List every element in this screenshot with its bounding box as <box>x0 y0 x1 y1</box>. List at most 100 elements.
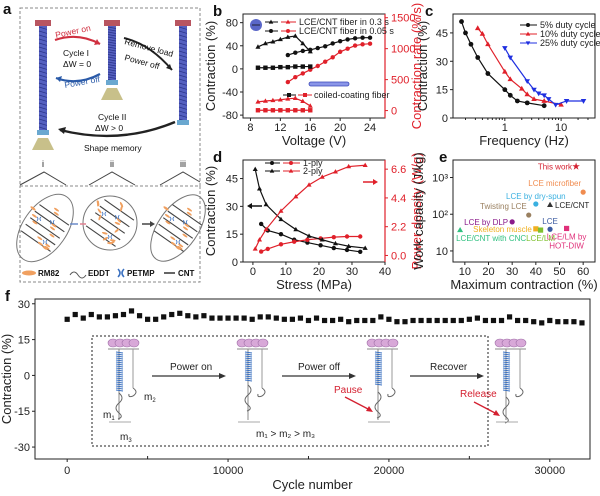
series-line <box>504 47 584 106</box>
cycle-ii-label: Cycle II <box>98 112 126 122</box>
data-point <box>331 245 337 251</box>
data-point <box>474 315 480 321</box>
data-point <box>323 44 328 49</box>
x-tick-label: 30 <box>346 266 358 278</box>
petmp-icon <box>182 219 188 225</box>
data-point <box>579 320 585 326</box>
cnt-icon <box>25 223 56 246</box>
data-point <box>362 162 368 167</box>
data-point <box>358 249 363 254</box>
coiled-fiber-icon <box>308 81 350 87</box>
point-label-line: LCE/LM by <box>547 232 587 241</box>
chart-b: 8 12 16 20 24 -80 -40 0 40 80 Voltage (V) Contracti… <box>203 3 424 148</box>
data-point <box>345 46 350 51</box>
panel-label: f <box>5 288 11 305</box>
data-point <box>128 308 135 314</box>
m3-label: m3 <box>120 432 132 444</box>
chart-c: 1 10 0 15 30 45 Frequency (Hz) Contraction (%)c… <box>415 3 600 148</box>
y-axis-label: Contraction (%) <box>203 21 218 111</box>
data-point <box>533 201 539 207</box>
data-point <box>547 317 553 324</box>
petmp-icon <box>49 219 55 225</box>
data-point <box>545 97 552 102</box>
data-point <box>112 313 119 319</box>
fiber-iii-illustration <box>175 20 191 125</box>
cnt-icon <box>162 217 194 239</box>
domain-ellipse-icon <box>16 193 74 263</box>
series-line <box>287 43 371 83</box>
rm82-icon <box>45 243 51 248</box>
data-point <box>270 108 276 113</box>
x-tick-label: 0 <box>250 266 256 278</box>
y-tick-label: 15 <box>18 335 30 347</box>
cnt-icon <box>34 210 65 233</box>
data-point <box>344 234 350 239</box>
cycle-i-label: Cycle I <box>63 48 89 58</box>
data-point <box>289 316 295 322</box>
data-point <box>346 319 352 325</box>
legend-petmp: PETMP <box>127 269 155 278</box>
x-tick-label: 40 <box>379 266 391 278</box>
data-point <box>345 37 350 42</box>
m3-subscript: 3 <box>128 438 132 444</box>
data-point <box>533 226 539 232</box>
rm82-icon <box>49 226 56 231</box>
rm82-icon <box>164 214 171 218</box>
cnt-icon <box>29 217 61 239</box>
clamp-top-icon <box>35 20 51 26</box>
data-point <box>539 320 545 326</box>
hook-m1-icon <box>115 392 123 420</box>
data-point <box>463 30 468 36</box>
coil-spring-icon <box>502 351 511 392</box>
clamp-bottom-icon <box>37 130 49 135</box>
rm82-icon <box>96 200 100 206</box>
data-point <box>145 316 151 322</box>
m1-label: m1 <box>103 410 115 422</box>
rig-illustration-recover <box>494 338 527 424</box>
data-point <box>263 201 269 207</box>
data-point <box>330 55 335 60</box>
data-point <box>360 42 365 47</box>
point-label: LCE/CNT with CNC <box>456 234 526 243</box>
data-point <box>360 35 365 40</box>
data-point <box>337 38 343 44</box>
x-tick-label: 10 <box>459 266 471 278</box>
data-point <box>386 316 392 322</box>
series-line <box>254 164 366 250</box>
rm82-icon <box>98 214 102 221</box>
data-point <box>552 102 559 108</box>
data-point <box>120 311 127 318</box>
data-point <box>88 311 94 318</box>
cnt-icon <box>104 199 135 221</box>
arrowhead-icon <box>477 373 484 379</box>
coil-pattern-icon <box>38 26 48 130</box>
data-point <box>265 246 270 252</box>
data-point <box>278 208 284 213</box>
point-label: LCE/LM by HOT-DIW <box>547 232 587 250</box>
shape-memory-label: Shape memory <box>84 143 142 153</box>
point-label: LCE by DLP <box>464 218 508 227</box>
data-point <box>285 108 291 113</box>
data-point <box>344 247 350 253</box>
data-point <box>201 313 207 319</box>
m3-label-text: m <box>120 432 128 443</box>
molecular-network-icon <box>153 204 203 252</box>
rm82-icon <box>170 236 176 241</box>
arrowhead-icon <box>373 179 378 185</box>
arrowhead-icon <box>56 76 62 82</box>
data-point <box>291 239 297 244</box>
petmp-icon <box>175 239 181 245</box>
pause-label: Pause <box>334 385 363 396</box>
legend-label: coiled-coating fiber <box>314 90 390 100</box>
domain-ellipse-icon <box>150 194 206 262</box>
data-point <box>358 234 363 239</box>
data-point <box>580 189 586 195</box>
cnt-icon <box>172 204 203 226</box>
petmp-icon <box>101 211 107 217</box>
data-point <box>541 98 547 103</box>
molecular-network-icon <box>85 199 135 247</box>
arrowhead-icon <box>366 406 373 412</box>
point-label: LCE/CNT <box>555 201 589 210</box>
weight-icon <box>101 88 123 100</box>
